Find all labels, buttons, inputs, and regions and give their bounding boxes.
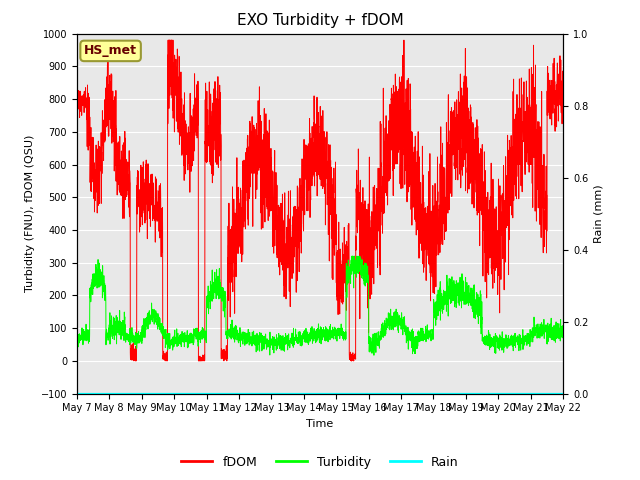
Title: EXO Turbidity + fDOM: EXO Turbidity + fDOM bbox=[237, 13, 403, 28]
X-axis label: Time: Time bbox=[307, 419, 333, 429]
Text: HS_met: HS_met bbox=[84, 44, 137, 58]
Y-axis label: Turbidity (FNU), fDOM (QSU): Turbidity (FNU), fDOM (QSU) bbox=[25, 135, 35, 292]
Legend: fDOM, Turbidity, Rain: fDOM, Turbidity, Rain bbox=[176, 451, 464, 474]
Y-axis label: Rain (mm): Rain (mm) bbox=[594, 184, 604, 243]
